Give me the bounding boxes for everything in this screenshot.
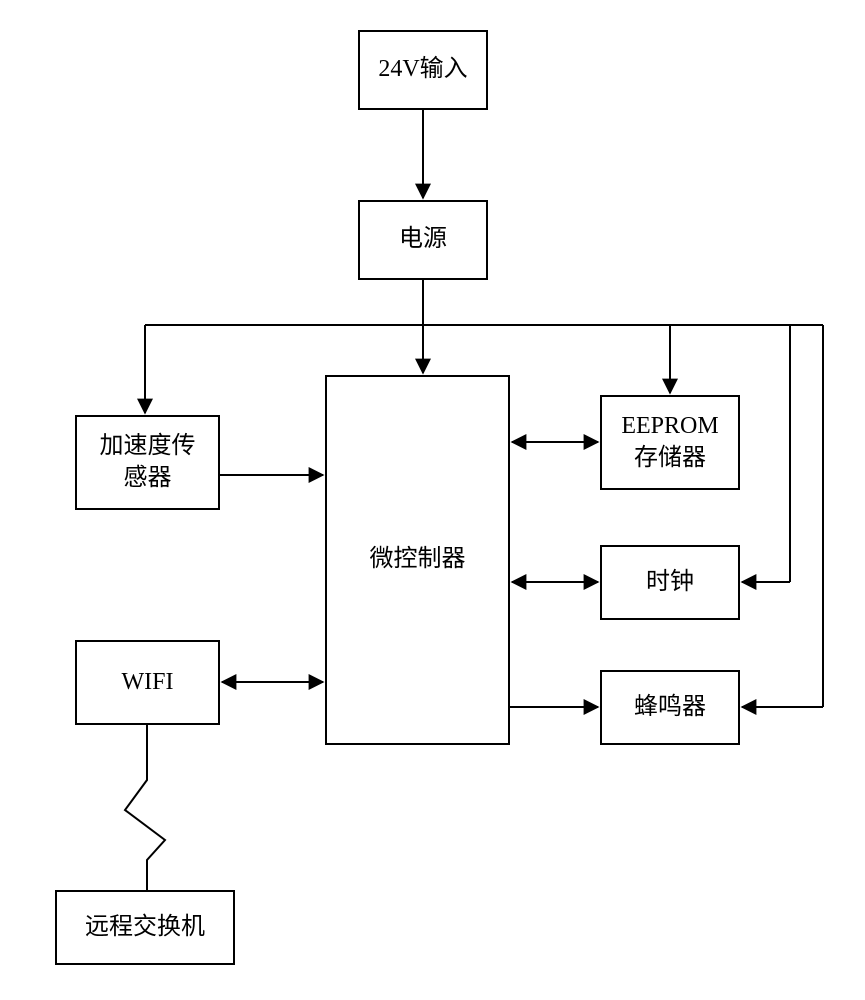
block-clock: 时钟 bbox=[600, 545, 740, 620]
label-switch: 远程交换机 bbox=[85, 912, 205, 943]
block-eeprom: EEPROM 存储器 bbox=[600, 395, 740, 490]
block-24v-input: 24V输入 bbox=[358, 30, 488, 110]
label-24v: 24V输入 bbox=[378, 54, 467, 85]
block-power: 电源 bbox=[358, 200, 488, 280]
label-wifi: WIFI bbox=[122, 667, 174, 698]
block-sensor: 加速度传 感器 bbox=[75, 415, 220, 510]
label-sensor: 加速度传 感器 bbox=[100, 431, 196, 493]
label-clock: 时钟 bbox=[646, 567, 694, 598]
label-power: 电源 bbox=[399, 224, 447, 255]
label-mcu: 微控制器 bbox=[370, 544, 466, 575]
label-buzzer: 蜂鸣器 bbox=[634, 692, 706, 723]
block-mcu: 微控制器 bbox=[325, 375, 510, 745]
block-remote-switch: 远程交换机 bbox=[55, 890, 235, 965]
label-eeprom: EEPROM 存储器 bbox=[621, 411, 718, 473]
block-wifi: WIFI bbox=[75, 640, 220, 725]
block-buzzer: 蜂鸣器 bbox=[600, 670, 740, 745]
wireless-link bbox=[125, 725, 165, 890]
